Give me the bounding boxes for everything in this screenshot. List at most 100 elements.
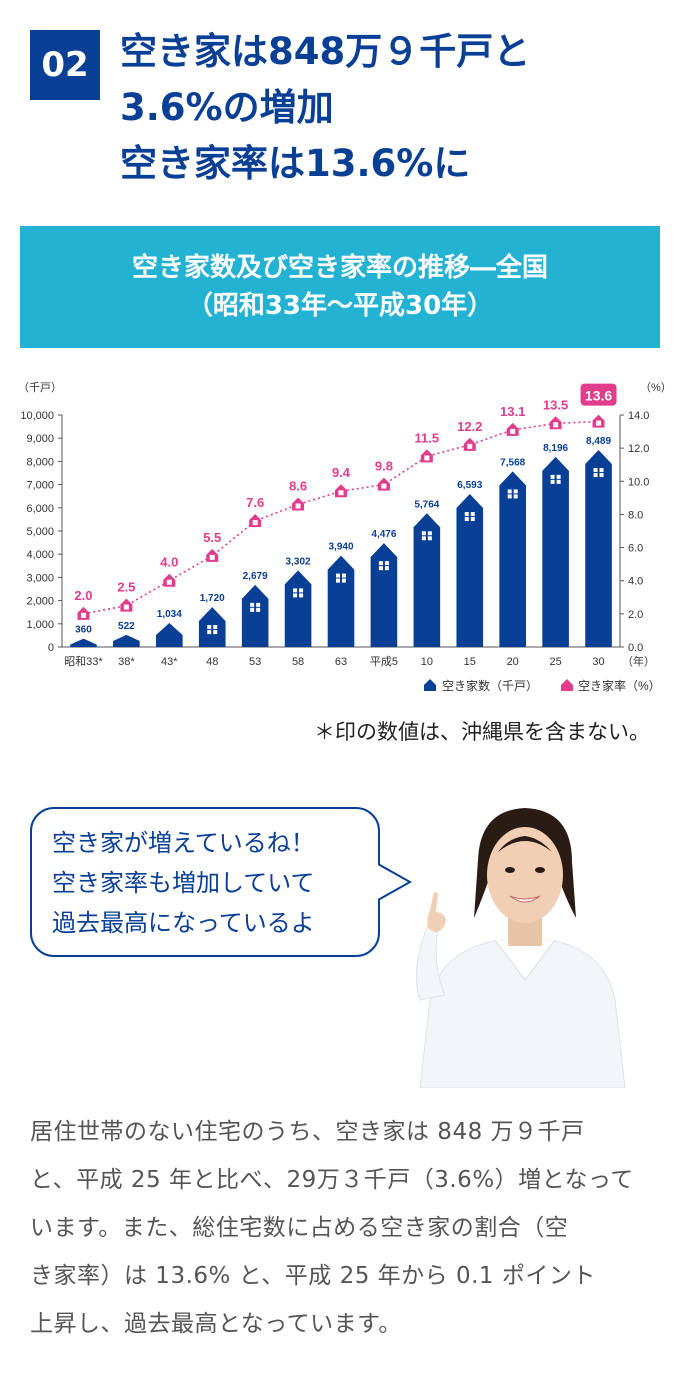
- chart-title-banner: 空き家数及び空き家率の推移―全国 （昭和33年～平成30年）: [20, 226, 660, 348]
- bar-window: [342, 573, 346, 578]
- bar-window: [293, 593, 298, 598]
- y-left-tick-label: 9,000: [26, 433, 54, 445]
- y-right-tick-label: 0.0: [628, 642, 643, 654]
- y-right-tick-label: 4.0: [628, 576, 643, 588]
- x-tick-label: 25: [549, 656, 561, 668]
- bar-window: [421, 536, 426, 541]
- page-title: 空き家は848万９千戸と 3.6%の増加 空き家率は13.6%に: [120, 24, 530, 192]
- bar-vacant-houses: [370, 543, 398, 647]
- bar-window: [427, 531, 432, 536]
- bar-vacant-houses: [198, 607, 226, 647]
- y-right-tick-label: 10.0: [628, 476, 649, 488]
- bar-window: [336, 578, 340, 583]
- bar-vacant-houses: [456, 494, 484, 647]
- line-value-label: 13.6: [585, 388, 612, 404]
- body-line-2: と、平成 25 年と比べ、29万３千戸（3.6%）増となって: [30, 1167, 634, 1193]
- line-point-window: [123, 604, 129, 610]
- y-left-tick-label: 5,000: [26, 526, 54, 538]
- footnote: ＊印の数値は、沖縄県を含まない。: [314, 720, 650, 744]
- bar-window: [470, 517, 475, 522]
- bar-value-label: 522: [118, 621, 135, 632]
- chart-title-line-1: 空き家数及び空き家率の推移―全国: [131, 253, 548, 283]
- bar-window: [550, 474, 555, 479]
- x-tick-label: 48: [206, 656, 218, 668]
- line-value-label: 8.6: [289, 478, 307, 493]
- x-tick-label: 43*: [161, 656, 178, 668]
- bar-value-label: 6,593: [457, 480, 482, 491]
- y-left-tick-label: 3,000: [26, 572, 54, 584]
- body-line-5: 上昇し、過去最高となっています。: [30, 1311, 402, 1337]
- line-point-window: [467, 443, 473, 449]
- bar-value-label: 1,034: [157, 609, 182, 620]
- legend-bar-label: 空き家数（千戸）: [442, 678, 538, 693]
- bar-window: [384, 566, 389, 571]
- bar-vacant-houses: [113, 634, 140, 647]
- x-tick-label: 53: [249, 656, 261, 668]
- bar-window: [507, 489, 512, 494]
- bar-window: [470, 512, 475, 517]
- bar-value-label: 2,679: [243, 571, 268, 582]
- bar-value-label: 3,940: [328, 542, 353, 553]
- y-left-tick-label: 7,000: [26, 480, 54, 492]
- bar-window: [378, 566, 383, 571]
- line-point-window: [553, 422, 559, 428]
- y-right-tick-label: 8.0: [628, 509, 643, 521]
- line-value-label: 2.5: [117, 580, 135, 595]
- x-tick-label: 15: [464, 656, 476, 668]
- body-paragraph: 居住世帯のない住宅のうち、空き家は 848 万９千戸 と、平成 25 年と比べ、…: [30, 1108, 654, 1348]
- bar-window: [378, 561, 383, 566]
- bar-value-label: 7,568: [500, 457, 525, 468]
- y-left-tick-label: 0: [48, 642, 54, 654]
- bar-window: [213, 630, 218, 635]
- legend-line-label: 空き家率（%）: [578, 678, 661, 693]
- bar-window: [556, 474, 561, 479]
- bar-window: [299, 593, 304, 598]
- speech-bubble-tail: [378, 863, 413, 901]
- line-point-window: [596, 420, 602, 426]
- body-line-4: き家率）は 13.6% と、平成 25 年から 0.1 ポイント: [30, 1263, 596, 1289]
- y-right-axis-label: （%）: [640, 381, 672, 394]
- section-number: 02: [41, 45, 89, 85]
- y-left-tick-label: 8,000: [26, 456, 54, 468]
- line-point-window: [424, 455, 430, 461]
- x-tick-label: 20: [507, 656, 519, 668]
- title-line-3: 空き家率は13.6%に: [120, 142, 471, 185]
- bubble-line-3: 過去最高になっているよ: [52, 909, 315, 937]
- bar-vacant-houses: [413, 513, 441, 647]
- line-point-window: [381, 483, 387, 489]
- bar-vacant-houses: [156, 623, 183, 647]
- bar-window: [599, 473, 604, 478]
- speech-bubble: 空き家が増えているね！ 空き家率も増加していて 過去最高になっているよ: [30, 807, 380, 957]
- bar-value-label: 8,196: [543, 443, 568, 454]
- x-tick-label: 63: [335, 656, 347, 668]
- line-value-label: 13.1: [500, 404, 525, 419]
- bar-window: [207, 625, 212, 630]
- bar-vacant-houses: [70, 638, 97, 647]
- line-value-label: 7.6: [246, 495, 264, 510]
- line-point-window: [166, 579, 172, 585]
- y-left-axis-label: （千戸）: [18, 381, 62, 394]
- bar-window: [384, 561, 389, 566]
- x-tick-label: 58: [292, 656, 304, 668]
- bar-window: [513, 489, 518, 494]
- line-point-window: [295, 503, 301, 509]
- vacant-house-chart: 0 1,000 2,000 3,000 4,000 5,000 6,000 7,000 8,00…: [18, 381, 672, 693]
- bar-value-label: 1,720: [200, 593, 225, 604]
- line-value-label: 13.5: [543, 397, 568, 412]
- y-left-tick-label: 4,000: [26, 549, 54, 561]
- bar-window: [513, 494, 518, 499]
- bar-window: [464, 512, 469, 517]
- bar-window: [250, 602, 255, 607]
- bar-window: [256, 607, 261, 612]
- line-value-label: 9.4: [332, 465, 351, 480]
- bar-window: [421, 531, 426, 536]
- y-right-tick-label: 6.0: [628, 543, 643, 555]
- line-point-window: [80, 612, 86, 618]
- chart-title-line-2: （昭和33年～平成30年）: [186, 291, 494, 321]
- x-tick-label: 10: [421, 656, 433, 668]
- line-value-label: 2.0: [74, 588, 92, 603]
- bar-window: [593, 468, 598, 473]
- line-point-window: [252, 520, 258, 526]
- y-left-tick-label: 6,000: [26, 503, 54, 515]
- bar-value-label: 3,302: [286, 556, 311, 567]
